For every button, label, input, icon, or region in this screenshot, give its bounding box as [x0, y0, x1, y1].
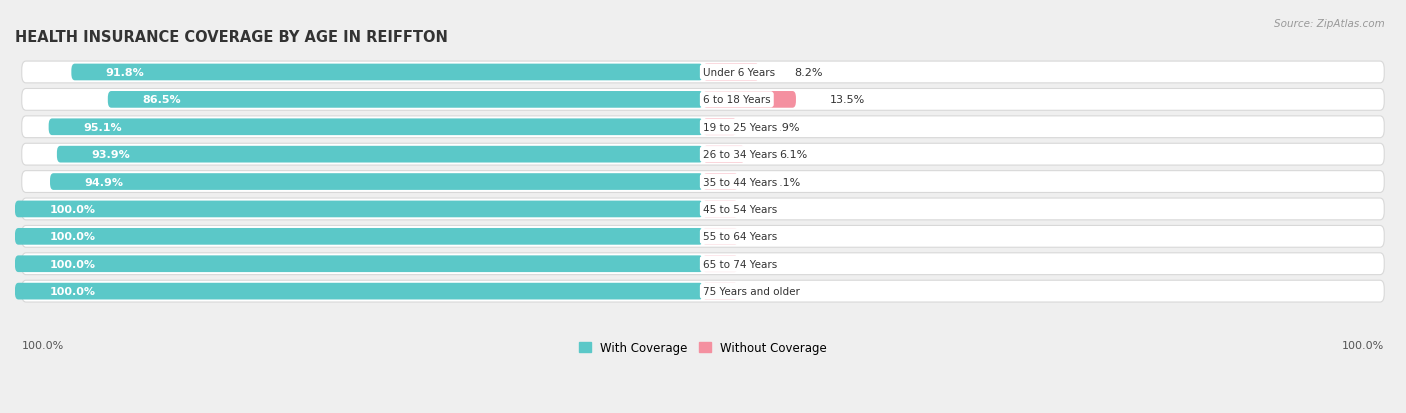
FancyBboxPatch shape: [15, 201, 703, 218]
FancyBboxPatch shape: [21, 253, 1385, 275]
Text: 65 to 74 Years: 65 to 74 Years: [703, 259, 778, 269]
Text: 6 to 18 Years: 6 to 18 Years: [703, 95, 770, 105]
Text: 95.1%: 95.1%: [83, 123, 122, 133]
FancyBboxPatch shape: [21, 226, 1385, 248]
Legend: With Coverage, Without Coverage: With Coverage, Without Coverage: [574, 337, 832, 359]
FancyBboxPatch shape: [703, 201, 738, 218]
FancyBboxPatch shape: [21, 62, 1385, 84]
Text: 45 to 54 Years: 45 to 54 Years: [703, 204, 778, 214]
Text: 35 to 44 Years: 35 to 44 Years: [703, 177, 778, 187]
Text: 93.9%: 93.9%: [91, 150, 131, 160]
FancyBboxPatch shape: [21, 116, 1385, 138]
Text: 100.0%: 100.0%: [1341, 339, 1384, 350]
Text: 0.0%: 0.0%: [751, 287, 779, 297]
FancyBboxPatch shape: [703, 119, 737, 136]
FancyBboxPatch shape: [51, 174, 703, 190]
FancyBboxPatch shape: [703, 228, 738, 245]
Text: 19 to 25 Years: 19 to 25 Years: [703, 123, 778, 133]
FancyBboxPatch shape: [21, 89, 1385, 111]
Text: 100.0%: 100.0%: [49, 259, 96, 269]
FancyBboxPatch shape: [703, 174, 738, 190]
Text: 0.0%: 0.0%: [751, 204, 779, 214]
FancyBboxPatch shape: [21, 199, 1385, 220]
Text: 94.9%: 94.9%: [84, 177, 124, 187]
FancyBboxPatch shape: [15, 256, 703, 273]
Text: 13.5%: 13.5%: [831, 95, 866, 105]
Text: 100.0%: 100.0%: [49, 287, 96, 297]
FancyBboxPatch shape: [703, 256, 738, 273]
FancyBboxPatch shape: [703, 283, 738, 300]
Text: 100.0%: 100.0%: [49, 204, 96, 214]
FancyBboxPatch shape: [21, 144, 1385, 166]
Text: 6.1%: 6.1%: [779, 150, 807, 160]
Text: 4.9%: 4.9%: [770, 123, 800, 133]
FancyBboxPatch shape: [49, 119, 703, 136]
FancyBboxPatch shape: [703, 64, 759, 81]
FancyBboxPatch shape: [72, 64, 703, 81]
Text: 0.0%: 0.0%: [751, 259, 779, 269]
FancyBboxPatch shape: [15, 228, 703, 245]
FancyBboxPatch shape: [703, 147, 745, 163]
Text: 86.5%: 86.5%: [142, 95, 181, 105]
Text: Under 6 Years: Under 6 Years: [703, 68, 775, 78]
FancyBboxPatch shape: [21, 280, 1385, 302]
FancyBboxPatch shape: [15, 283, 703, 300]
Text: 0.0%: 0.0%: [751, 232, 779, 242]
Text: 100.0%: 100.0%: [22, 339, 65, 350]
Text: 5.1%: 5.1%: [772, 177, 801, 187]
Text: 26 to 34 Years: 26 to 34 Years: [703, 150, 778, 160]
Text: 75 Years and older: 75 Years and older: [703, 287, 800, 297]
FancyBboxPatch shape: [21, 171, 1385, 193]
Text: Source: ZipAtlas.com: Source: ZipAtlas.com: [1274, 19, 1385, 28]
Text: 55 to 64 Years: 55 to 64 Years: [703, 232, 778, 242]
Text: 100.0%: 100.0%: [49, 232, 96, 242]
FancyBboxPatch shape: [108, 92, 703, 109]
Text: 8.2%: 8.2%: [794, 68, 823, 78]
FancyBboxPatch shape: [703, 92, 796, 109]
Text: 91.8%: 91.8%: [105, 68, 145, 78]
Text: HEALTH INSURANCE COVERAGE BY AGE IN REIFFTON: HEALTH INSURANCE COVERAGE BY AGE IN REIF…: [15, 30, 449, 45]
FancyBboxPatch shape: [56, 147, 703, 163]
